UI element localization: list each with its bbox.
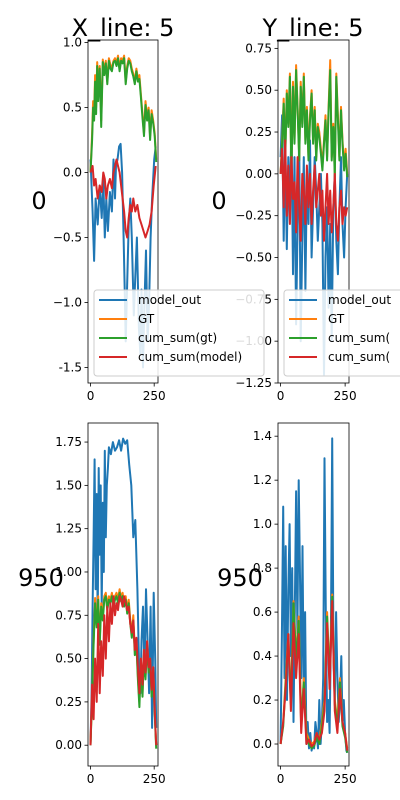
legend-label: cum_sum( xyxy=(328,350,390,364)
x-tick-label: 0 xyxy=(87,772,95,786)
y-tick-label: 0.00 xyxy=(245,167,272,181)
x-tick-label: 0 xyxy=(87,389,95,403)
x-tick-label: 250 xyxy=(143,389,166,403)
y-tick-label: 1.50 xyxy=(55,478,82,492)
legend-x-line: model_out GT cum_sum(gt) cum_sum(model) xyxy=(94,290,264,376)
legend-label: cum_sum(model) xyxy=(138,350,242,364)
y-tick-label: 0.75 xyxy=(55,608,82,622)
y-tick-label: 0.6 xyxy=(253,605,272,619)
column-title-y-line: Y_line: 5 xyxy=(262,14,364,42)
y-tick-label: 0.8 xyxy=(253,561,272,575)
y-tick-label: −0.5 xyxy=(53,230,82,244)
y-tick-label: −0.50 xyxy=(235,251,272,265)
y-tick-label: −1.25 xyxy=(235,376,272,390)
legend-label: cum_sum( xyxy=(328,331,390,345)
y-tick-label: 1.0 xyxy=(63,36,82,50)
y-tick-label: 0.2 xyxy=(253,693,272,707)
row-label-top-left: 0 xyxy=(31,187,46,215)
y-tick-label: 0.0 xyxy=(63,166,82,180)
x-tick-label: 0 xyxy=(277,772,285,786)
y-tick-label: −1.0 xyxy=(53,295,82,309)
y-tick-label: 1.4 xyxy=(253,429,272,443)
y-tick-label: -1.5 xyxy=(59,360,82,374)
legend-label: GT xyxy=(328,312,345,326)
y-tick-label: 0.50 xyxy=(55,652,82,666)
y-tick-label: 1.25 xyxy=(55,522,82,536)
legend-y-line: model_out GT cum_sum( cum_sum( xyxy=(284,290,400,376)
legend-label: model_out xyxy=(328,293,391,307)
x-tick-label: 0 xyxy=(277,389,285,403)
legend-label: cum_sum(gt) xyxy=(138,331,217,345)
y-tick-label: 1.0 xyxy=(253,517,272,531)
legend-label: GT xyxy=(138,312,155,326)
y-tick-label: 1.2 xyxy=(253,473,272,487)
y-tick-label: 1.00 xyxy=(55,565,82,579)
y-tick-label: 1.75 xyxy=(55,435,82,449)
y-tick-label: 0.4 xyxy=(253,649,272,663)
y-tick-label: 0.75 xyxy=(245,41,272,55)
x-tick-label: 250 xyxy=(143,772,166,786)
legend-label: model_out xyxy=(138,293,201,307)
column-title-x-line: X_line: 5 xyxy=(72,14,175,42)
y-tick-label: 0.25 xyxy=(55,695,82,709)
y-tick-label: 0.50 xyxy=(245,83,272,97)
y-tick-label: 0.0 xyxy=(253,737,272,751)
y-tick-label: 0.25 xyxy=(245,125,272,139)
x-tick-label: 250 xyxy=(334,772,357,786)
x-tick-label: 250 xyxy=(334,389,357,403)
y-tick-label: 0.5 xyxy=(63,101,82,115)
row-label-top-right: 0 xyxy=(211,187,226,215)
y-tick-label: −0.25 xyxy=(235,209,272,223)
y-tick-label: 0.00 xyxy=(55,738,82,752)
